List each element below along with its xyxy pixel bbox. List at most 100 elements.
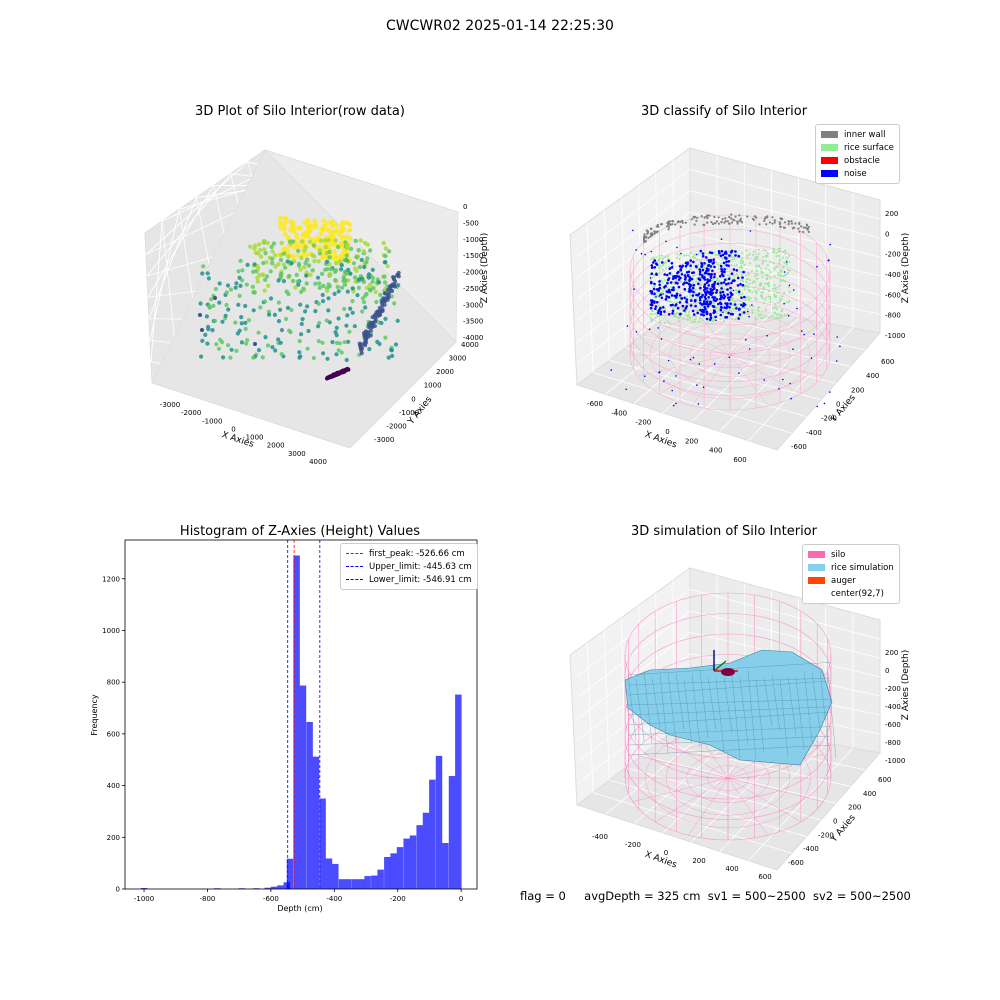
data-point [299,332,304,337]
data-point [742,270,745,274]
data-point [788,284,791,287]
data-point [662,293,664,295]
data-point [311,243,317,248]
silo-spoke [729,354,801,395]
histogram-bar [325,858,333,889]
data-point [283,265,288,270]
data-point [746,296,749,299]
data-point [625,388,627,391]
grid-line [689,589,881,640]
data-point [659,291,662,294]
data-point [269,244,274,250]
data-point [379,300,384,305]
data-point [711,269,714,273]
grid-line [621,197,626,348]
legend-item-upper-limit: Upper_limit: -445.63 cm [346,560,472,573]
data-point [279,352,284,357]
data-point [758,265,761,268]
data-point [740,262,743,265]
data-point [252,262,257,267]
data-point [774,296,777,299]
data-point [706,216,709,220]
silo-floor-ring [669,321,791,389]
data-point [652,257,655,260]
data-point [743,295,746,299]
data-point [276,337,281,342]
data-point [788,299,791,302]
data-point [223,313,228,318]
data-point [775,252,778,255]
data-point [785,261,788,263]
surface-mesh-line [787,676,797,735]
silo-spoke [655,777,729,823]
data-point [766,335,768,337]
data-point [224,302,229,308]
data-point [302,248,307,253]
data-point [721,257,724,260]
data-point [713,363,716,365]
data-point [283,220,288,225]
data-point [663,273,666,276]
data-point [712,296,715,299]
data-point [708,292,711,296]
data-point [361,249,367,254]
histogram-bar [422,812,430,889]
data-point [363,293,368,298]
data-point [684,221,687,224]
data-point [705,291,708,295]
data-point [762,256,765,258]
data-point [779,299,782,302]
data-point [333,261,339,266]
legend-swatch [821,170,838,177]
data-point [264,274,270,279]
grid-line [655,172,659,323]
data-point [701,252,705,255]
silo-spoke [632,777,729,802]
grid-line [719,742,827,852]
data-point [666,286,669,289]
data-point [738,313,742,316]
data-point [732,307,735,310]
axes-pane [575,297,881,451]
data-point [335,244,341,250]
data-point [730,318,733,321]
data-point [719,264,723,268]
data-point [736,284,740,287]
data-point [281,225,287,230]
data-point [782,378,784,381]
data-point [694,315,697,318]
data-point [312,218,318,224]
x-tick-label: -200 [390,895,406,903]
data-point [703,278,707,281]
data-point [347,236,352,241]
panel1-ticks: -3000-2000-100001000200030004000-3000-20… [160,203,484,466]
data-point [302,233,307,238]
data-point [700,313,703,316]
x-tick-label: 2000 [267,442,285,450]
data-point [385,264,390,269]
data-point [743,306,746,309]
histogram-bar [384,856,391,889]
data-point [769,271,772,274]
data-point [299,321,304,327]
data-point [710,273,713,276]
legend-swatch [821,157,838,164]
data-point [659,321,662,324]
data-point [729,291,733,294]
data-point [360,276,365,281]
data-point [713,302,716,305]
simulation-3d-surface: -400-2000200400600-600-400-2000200400600… [569,567,911,881]
data-point [672,286,675,289]
data-point [382,280,388,285]
data-point [752,218,755,221]
grid-line [657,322,851,367]
data-point [671,273,673,276]
data-point [741,260,744,262]
data-point [691,286,695,290]
data-point [790,220,793,223]
data-point [670,261,674,265]
data-point [790,397,792,400]
data-point [336,289,341,294]
data-point [675,402,677,405]
data-point [702,288,706,292]
